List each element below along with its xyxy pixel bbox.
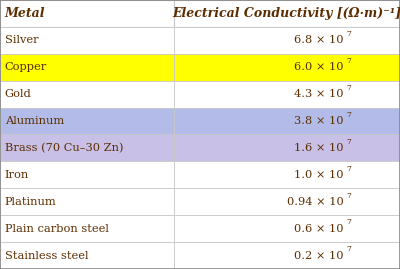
Text: 4.3 × 10: 4.3 × 10	[294, 89, 344, 99]
Bar	[174, 108, 400, 134]
Text: 7: 7	[346, 57, 351, 65]
Bar	[0, 54, 174, 81]
Text: 7: 7	[346, 111, 351, 119]
Text: Silver: Silver	[5, 35, 38, 45]
Bar	[0, 188, 174, 215]
Text: 7: 7	[346, 218, 351, 226]
Bar	[174, 161, 400, 188]
Bar	[174, 188, 400, 215]
Bar	[0, 134, 174, 161]
Text: 3.8 × 10: 3.8 × 10	[294, 116, 344, 126]
Text: Platinum: Platinum	[5, 197, 56, 207]
Text: 7: 7	[346, 30, 351, 38]
Text: Stainless steel: Stainless steel	[5, 250, 88, 261]
Text: Brass (70 Cu–30 Zn): Brass (70 Cu–30 Zn)	[5, 143, 123, 153]
Text: 6.8 × 10: 6.8 × 10	[294, 35, 344, 45]
Text: 1.0 × 10: 1.0 × 10	[294, 170, 344, 180]
Text: Aluminum: Aluminum	[5, 116, 64, 126]
Text: Plain carbon steel: Plain carbon steel	[5, 224, 109, 234]
Text: 7: 7	[346, 84, 351, 92]
Text: 6.0 × 10: 6.0 × 10	[294, 62, 344, 72]
Text: Metal: Metal	[5, 7, 45, 20]
Bar	[174, 215, 400, 242]
Bar	[0, 215, 174, 242]
Text: Copper: Copper	[5, 62, 47, 72]
Text: 0.6 × 10: 0.6 × 10	[294, 224, 344, 234]
Text: Iron: Iron	[5, 170, 29, 180]
Text: 1.6 × 10: 1.6 × 10	[294, 143, 344, 153]
Bar	[174, 242, 400, 269]
Bar	[0, 108, 174, 134]
Bar	[0, 27, 174, 54]
Bar	[174, 81, 400, 108]
Text: 7: 7	[346, 165, 351, 173]
Text: 7: 7	[346, 138, 351, 146]
Bar	[174, 0, 400, 27]
Text: 0.2 × 10: 0.2 × 10	[294, 250, 344, 261]
Text: 7: 7	[346, 245, 351, 253]
Text: Gold: Gold	[5, 89, 32, 99]
Text: Electrical Conductivity [(Ω·m)⁻¹]: Electrical Conductivity [(Ω·m)⁻¹]	[172, 7, 400, 20]
Bar	[174, 134, 400, 161]
Text: 0.94 × 10: 0.94 × 10	[287, 197, 344, 207]
Bar	[0, 161, 174, 188]
Bar	[0, 242, 174, 269]
Bar	[0, 81, 174, 108]
Bar	[0, 0, 174, 27]
Bar	[174, 54, 400, 81]
Text: 7: 7	[346, 192, 351, 200]
Bar	[174, 27, 400, 54]
